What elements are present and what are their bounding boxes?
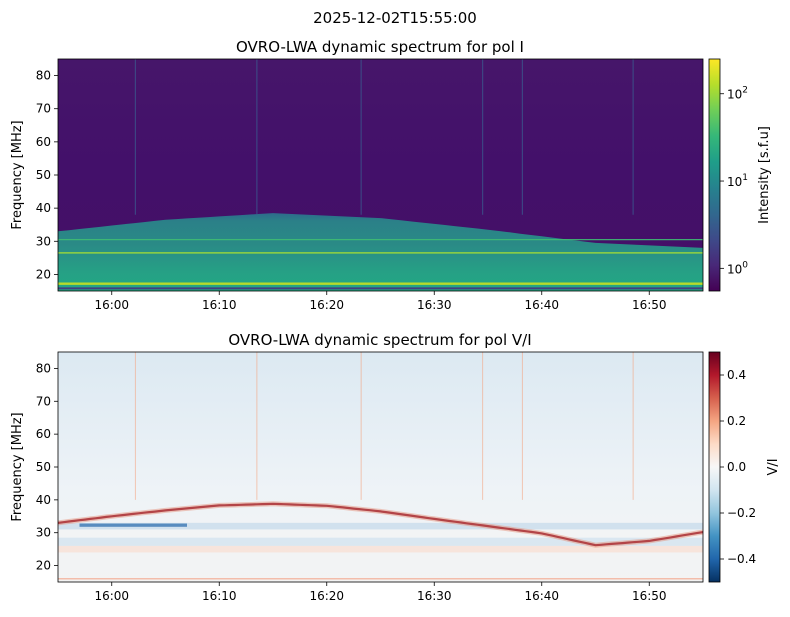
panel-v-ytick-label: 20 bbox=[36, 559, 51, 573]
panel-i-xtick-label: 16:20 bbox=[309, 298, 344, 312]
figure-suptitle: 2025-12-02T15:55:00 bbox=[313, 9, 477, 27]
panel-v-ridge-halo bbox=[58, 501, 703, 548]
panel-i-xtick-label: 16:40 bbox=[524, 298, 559, 312]
panel-v-band-row bbox=[58, 545, 703, 553]
panel-v-ytick-label: 70 bbox=[36, 394, 51, 408]
panel-i-colorbar-tick-label: 101 bbox=[727, 173, 748, 189]
panel-v-ytick-label: 60 bbox=[36, 427, 51, 441]
panel-i-colorbar-tick-label: 100 bbox=[727, 260, 748, 276]
panel-v-ytick-label: 30 bbox=[36, 526, 51, 540]
panel-i-emission-band bbox=[58, 213, 703, 291]
panel-v-ytick-label: 80 bbox=[36, 361, 51, 375]
panel-v-colorbar-label: V/I bbox=[766, 458, 781, 475]
panel-v-xtick-label: 16:30 bbox=[417, 589, 452, 603]
panel-v-colorbar-tick-label: −0.2 bbox=[727, 506, 756, 520]
panel-i-ytick-label: 70 bbox=[36, 102, 51, 116]
panel-v-xtick-label: 16:20 bbox=[309, 589, 344, 603]
panel-i-colorbar: 100 101 102 Intensity [s.f.u] bbox=[708, 58, 772, 292]
panel-v-xtick-label: 16:10 bbox=[202, 589, 237, 603]
panel-i-ytick-label: 50 bbox=[36, 168, 51, 182]
panel-i-xtick-label: 16:50 bbox=[632, 298, 667, 312]
panel-v-colorbar: 0.4 0.2 0.0 −0.2 −0.4 V/I bbox=[708, 351, 781, 583]
panel-v-ylabel: Frequency [MHz] bbox=[10, 412, 25, 521]
panel-i-ylabel: Frequency [MHz] bbox=[10, 120, 25, 229]
panel-v-colorbar-gradient bbox=[708, 351, 721, 583]
panel-i-ytick-label: 40 bbox=[36, 201, 51, 215]
panel-v-band-row bbox=[58, 537, 703, 546]
panel-i-colorbar-label: Intensity [s.f.u] bbox=[757, 126, 772, 224]
panel-v-ytick-label: 50 bbox=[36, 460, 51, 474]
panel-v-colorbar-tick-label: 0.4 bbox=[727, 368, 746, 382]
panel-v-xtick-label: 16:00 bbox=[94, 589, 129, 603]
panel-i-ytick-label: 80 bbox=[36, 69, 51, 83]
panel-i-xtick-label: 16:00 bbox=[94, 298, 129, 312]
panel-i-xtick-label: 16:10 bbox=[202, 298, 237, 312]
panel-v-plot-area bbox=[58, 352, 703, 582]
panel-v-negative-patch bbox=[79, 523, 187, 527]
panel-v-colorbar-tick-label: −0.4 bbox=[727, 552, 756, 566]
panel-i-colorbar-tick-label: 102 bbox=[727, 86, 748, 102]
panel-i-ytick-label: 60 bbox=[36, 135, 51, 149]
panel-i-xtick-label: 16:30 bbox=[417, 298, 452, 312]
panel-v-ytick-label: 40 bbox=[36, 493, 51, 507]
panel-i-ytick-label: 20 bbox=[36, 267, 51, 281]
panel-v-colorbar-tick-label: 0.2 bbox=[727, 414, 746, 428]
panel-i-ytick-label: 30 bbox=[36, 234, 51, 248]
panel-i-plot-area bbox=[58, 59, 703, 291]
panel-i-title: OVRO-LWA dynamic spectrum for pol I bbox=[236, 38, 524, 56]
panel-v-xtick-label: 16:50 bbox=[632, 589, 667, 603]
panel-v-xtick-label: 16:40 bbox=[524, 589, 559, 603]
panel-v-band-row bbox=[58, 522, 703, 530]
panel-v-colorbar-tick-label: 0.0 bbox=[727, 460, 746, 474]
panel-v-positive-ridge bbox=[58, 502, 703, 547]
panel-v-band-row bbox=[58, 529, 703, 538]
panel-v-title: OVRO-LWA dynamic spectrum for pol V/I bbox=[228, 331, 531, 349]
panel-i-colorbar-gradient bbox=[708, 58, 721, 292]
